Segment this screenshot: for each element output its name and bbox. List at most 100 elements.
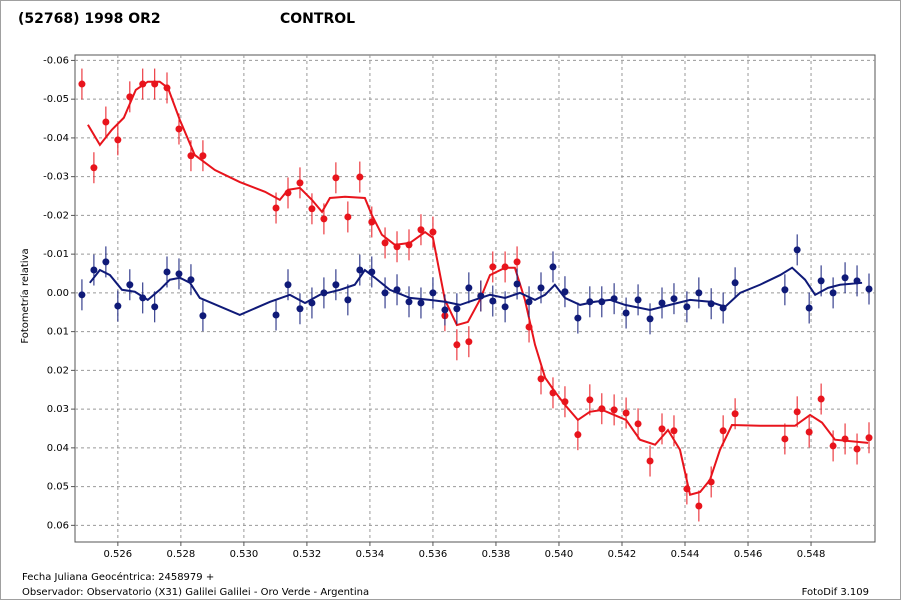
data-point (308, 205, 316, 213)
data-point (368, 218, 376, 226)
data-point (465, 284, 473, 292)
data-point (102, 118, 110, 126)
data-point (865, 434, 873, 442)
data-point (610, 295, 618, 303)
data-point (356, 266, 364, 274)
data-point (634, 296, 642, 304)
data-point (272, 311, 280, 319)
data-point (841, 435, 849, 443)
y-tick-label: 0.03 (47, 404, 69, 415)
plot-area (74, 54, 876, 543)
data-point (356, 173, 364, 181)
data-point (199, 312, 207, 320)
x-tick-label: 0.530 (230, 549, 259, 560)
data-point (114, 136, 122, 144)
data-point (296, 305, 304, 313)
data-point (102, 258, 110, 266)
data-point (126, 93, 134, 101)
data-point (537, 375, 545, 383)
data-point (139, 294, 147, 302)
data-point (707, 300, 715, 308)
data-point (417, 226, 425, 234)
data-point (586, 396, 594, 404)
control-title: CONTROL (280, 11, 355, 27)
data-point (793, 408, 801, 416)
y-tick-label: -0.04 (43, 133, 69, 144)
data-point (344, 213, 352, 221)
data-point (513, 258, 521, 266)
data-point (151, 303, 159, 311)
data-point (695, 502, 703, 510)
data-point (405, 241, 413, 249)
data-point (429, 289, 437, 297)
data-point (272, 204, 280, 212)
data-point (187, 276, 195, 284)
data-point (90, 266, 98, 274)
data-point (829, 289, 837, 297)
data-point (187, 152, 195, 160)
data-point (805, 428, 813, 436)
data-point (731, 410, 739, 418)
data-point (78, 80, 86, 88)
x-tick-label: 0.526 (104, 549, 133, 560)
x-tick-label: 0.532 (293, 549, 322, 560)
data-point (453, 305, 461, 313)
data-point (805, 304, 813, 312)
data-point (683, 485, 691, 493)
data-point (719, 427, 727, 435)
data-point (344, 296, 352, 304)
data-point (332, 174, 340, 182)
data-point (441, 306, 449, 314)
data-point (114, 302, 122, 310)
x-tick-label: 0.536 (419, 549, 448, 560)
data-point (707, 478, 715, 486)
y-tick-label: -0.03 (43, 172, 69, 183)
data-point (658, 299, 666, 307)
data-point (175, 125, 183, 133)
x-tick-label: 0.548 (797, 549, 826, 560)
data-point (163, 268, 171, 276)
data-point (453, 341, 461, 349)
data-point (658, 425, 666, 433)
y-tick-label: 0.00 (47, 288, 69, 299)
y-tick-label: -0.06 (43, 55, 69, 66)
data-point (284, 189, 292, 197)
data-point (829, 442, 837, 450)
data-point (634, 420, 642, 428)
data-point (284, 281, 292, 289)
data-point (586, 298, 594, 306)
data-point (199, 152, 207, 160)
data-point (598, 298, 606, 306)
data-point (646, 457, 654, 465)
x-tick-label: 0.544 (671, 549, 700, 560)
data-point (513, 280, 521, 288)
data-point (368, 268, 376, 276)
data-point (731, 279, 739, 287)
x-tick-label: 0.528 (167, 549, 196, 560)
footer-software: FotoDif 3.109 (802, 587, 869, 598)
data-point (320, 215, 328, 223)
y-tick-label: 0.01 (47, 327, 69, 338)
data-point (78, 291, 86, 299)
data-point (865, 285, 873, 293)
data-point (793, 246, 801, 254)
data-point (175, 270, 183, 278)
data-point (501, 303, 509, 311)
data-point (853, 277, 861, 285)
data-point (381, 239, 389, 247)
data-point (853, 445, 861, 453)
data-point (574, 431, 582, 439)
data-point (549, 389, 557, 397)
y-axis-label: Fotometría relativa (19, 248, 31, 343)
data-point (683, 303, 691, 311)
data-point (719, 304, 727, 312)
footer-observer: Observador: Observatorio (X31) Galilei G… (22, 587, 369, 598)
data-point (525, 323, 533, 331)
data-point (817, 395, 825, 403)
data-point (622, 309, 630, 317)
data-point (320, 289, 328, 297)
y-tick-label: 0.06 (47, 520, 69, 531)
y-tick-label: 0.04 (47, 443, 69, 454)
data-point (429, 228, 437, 236)
